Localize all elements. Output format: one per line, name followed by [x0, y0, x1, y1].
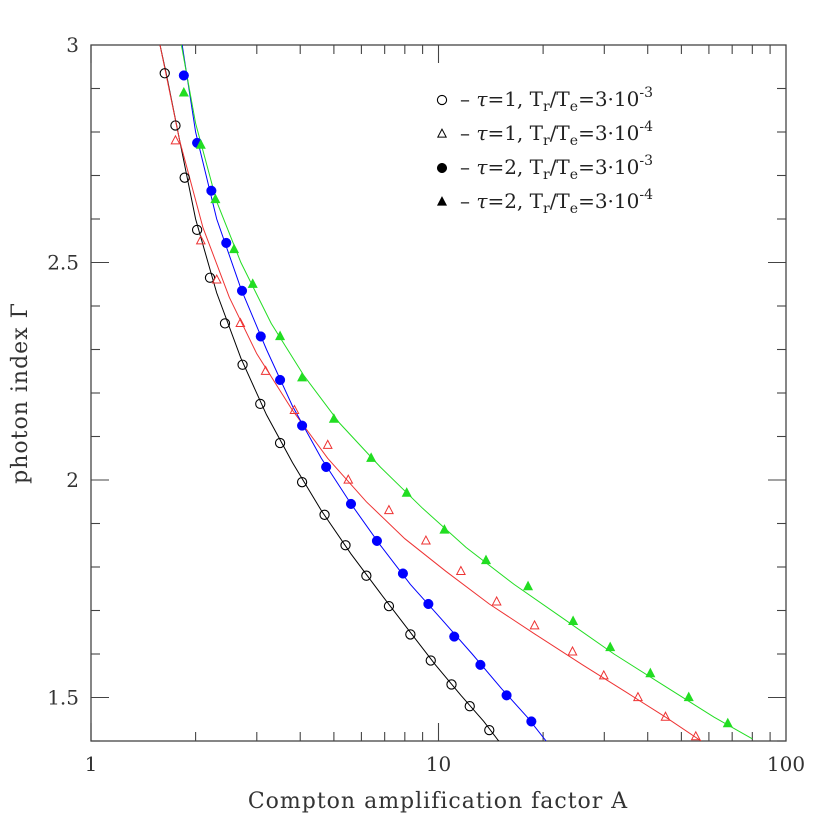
- data-point-series-3: [423, 598, 434, 610]
- data-point-series-3: [371, 535, 382, 546]
- data-point-series-3: [449, 631, 460, 642]
- y-axis-title: photon index Γ: [8, 302, 33, 484]
- tick-labels: 1 10 100 1.5 2 2.5 3: [47, 33, 805, 776]
- data-point-series-1: [179, 172, 190, 183]
- data-point-series-2: [289, 404, 300, 415]
- data-point-series-2: [598, 669, 609, 680]
- data-point-series-4: [480, 554, 492, 565]
- data-point-series-3: [236, 285, 248, 296]
- data-point-series-4: [210, 193, 221, 204]
- x-axis-title: Compton amplification factor A: [248, 789, 628, 814]
- data-point-series-4: [275, 330, 286, 341]
- fit-curve-series-3: [181, 45, 547, 741]
- tick-marks: [90, 44, 786, 742]
- data-point-series-1: [255, 398, 266, 410]
- y-tick-label: 3: [66, 33, 79, 57]
- data-point-series-3: [501, 690, 512, 701]
- data-point-series-2: [170, 134, 181, 145]
- data-point-series-3: [206, 185, 217, 196]
- data-point-series-2: [529, 619, 540, 630]
- data-point-series-4: [439, 524, 450, 534]
- data-point-series-4: [247, 278, 258, 288]
- data-point-series-1: [446, 679, 457, 690]
- x-tick-label: 10: [426, 752, 451, 776]
- data-point-series-3: [178, 70, 189, 81]
- data-point-series-3: [255, 331, 266, 342]
- data-point-series-4: [195, 139, 206, 149]
- data-point-series-2: [420, 534, 431, 545]
- data-point-series-2: [195, 234, 206, 245]
- data-point-series-2: [491, 595, 502, 606]
- data-point-series-4: [366, 452, 377, 462]
- data-point-series-2: [235, 317, 246, 328]
- data-point-series-3: [526, 716, 537, 727]
- data-point-series-1: [425, 655, 436, 666]
- legend-marker: [436, 162, 448, 174]
- legend-entry: – τ=1, Tr/Te=3·10-4: [460, 119, 653, 149]
- legend-marker: [436, 94, 448, 106]
- data-point-series-1: [219, 318, 231, 329]
- data-point-series-1: [383, 601, 395, 612]
- data-point-series-2: [690, 730, 701, 741]
- data-point-series-2: [567, 645, 578, 656]
- legend-entry: – τ=1, Tr/Te=3·10-3: [460, 85, 653, 115]
- data-point-series-4: [523, 580, 534, 591]
- data-point-series-1: [319, 509, 330, 520]
- plot-frame: [90, 44, 787, 742]
- data-point-series-1: [296, 477, 308, 488]
- data-point-series-3: [297, 420, 308, 431]
- legend: – τ=1, Tr/Te=3·10-3 – τ=1, Tr/Te=3·10-4 – …: [436, 85, 653, 217]
- data-point-series-2: [383, 504, 394, 515]
- data-point-series-3: [275, 374, 286, 386]
- legend-marker: [436, 128, 448, 138]
- data-point-series-1: [464, 701, 475, 712]
- x-tick-label: 100: [767, 752, 805, 776]
- data-point-series-1: [159, 68, 170, 79]
- data-point-series-1: [204, 272, 216, 283]
- data-point-series-3: [475, 659, 486, 670]
- data-point-series-1: [361, 570, 372, 581]
- data-point-series-2: [322, 439, 333, 449]
- y-tick-label: 1.5: [47, 686, 79, 710]
- data-point-series-4: [645, 667, 656, 678]
- data-point-series-2: [455, 565, 466, 575]
- data-point-series-1: [484, 724, 495, 736]
- x-tick-label: 1: [85, 752, 98, 776]
- data-point-series-4: [683, 691, 694, 702]
- data-point-series-3: [345, 498, 357, 509]
- legend-marker: [436, 196, 448, 206]
- legend-entry: – τ=2, Tr/Te=3·10-4: [460, 187, 653, 217]
- data-point-series-4: [722, 717, 733, 728]
- data-point-series-2: [660, 711, 671, 721]
- data-point-series-4: [328, 413, 339, 423]
- fit-curve-series-1: [159, 45, 500, 741]
- data-point-series-4: [297, 371, 308, 382]
- fit-curve-series-2: [159, 45, 702, 741]
- data-point-series-2: [260, 365, 271, 375]
- fit-curve-series-4: [180, 45, 753, 740]
- data-point-series-3: [321, 461, 332, 473]
- data-point-series-1: [191, 224, 203, 236]
- data-point-series-1: [237, 359, 248, 370]
- data-point-series-2: [632, 691, 644, 702]
- data-point-series-4: [568, 615, 579, 626]
- data-points: [159, 68, 733, 741]
- y-tick-label: 2.5: [47, 251, 79, 275]
- data-point-series-4: [178, 86, 189, 97]
- data-point-series-3: [221, 237, 232, 248]
- data-point-series-4: [401, 487, 412, 497]
- data-point-series-4: [605, 641, 616, 652]
- y-tick-label: 2: [66, 468, 79, 492]
- data-point-series-1: [170, 120, 181, 131]
- data-point-series-1: [340, 540, 351, 551]
- legend-entry: – τ=2, Tr/Te=3·10-3: [460, 153, 653, 183]
- data-point-series-1: [274, 437, 286, 449]
- data-point-series-2: [343, 474, 354, 484]
- data-point-series-2: [211, 273, 222, 284]
- data-point-series-4: [229, 243, 240, 254]
- data-point-series-3: [397, 568, 408, 579]
- data-point-series-1: [405, 629, 416, 640]
